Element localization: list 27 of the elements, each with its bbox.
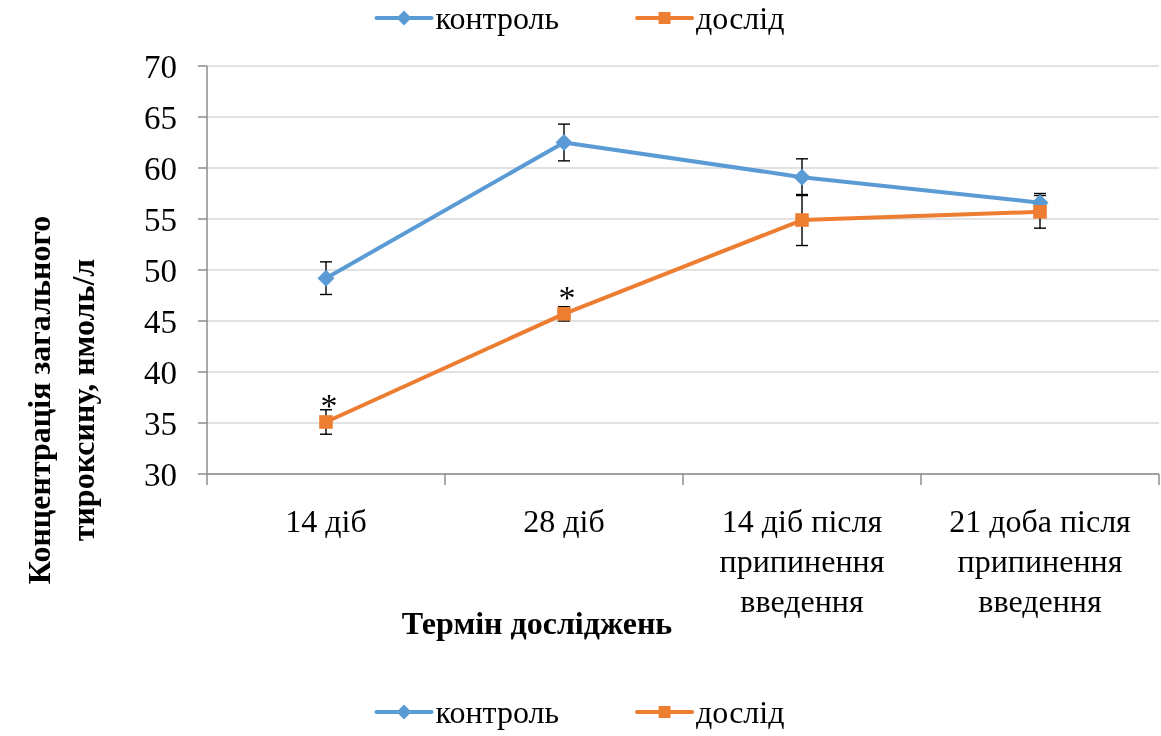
text: контроль bbox=[435, 693, 560, 730]
x-tick-label: 21 доба після припинення введення bbox=[949, 503, 1132, 619]
y-axis-title: Концентрація загального тироксину, нмоль/л bbox=[21, 215, 101, 585]
point bbox=[795, 213, 809, 227]
y-tick-label: 35 bbox=[144, 405, 177, 442]
x-axis-title: Термін досліджень bbox=[401, 605, 673, 641]
point bbox=[555, 134, 573, 151]
text: дослід bbox=[696, 693, 785, 730]
x-tick-label: 28 діб bbox=[523, 503, 605, 539]
legend-label: дослід bbox=[696, 0, 785, 36]
y-tick-label: 55 bbox=[144, 201, 177, 238]
point bbox=[793, 168, 811, 186]
y-tick-label: 60 bbox=[144, 150, 177, 187]
annotation: * bbox=[320, 386, 338, 424]
legend-label: контроль bbox=[435, 0, 560, 36]
point bbox=[319, 415, 333, 429]
y-tick-label: 50 bbox=[144, 252, 177, 289]
y-tick-label: 30 bbox=[144, 456, 177, 493]
y-tick-label: 70 bbox=[144, 48, 177, 85]
y-tick-label: 65 bbox=[144, 99, 177, 136]
point bbox=[1033, 205, 1047, 219]
point bbox=[317, 269, 335, 287]
x-tick-label: 14 діб після припинення введення bbox=[719, 503, 885, 619]
annotation: * bbox=[558, 278, 576, 316]
y-tick-label: 45 bbox=[144, 303, 177, 340]
x-tick-label: 14 діб bbox=[285, 503, 367, 539]
y-tick-label: 40 bbox=[144, 354, 177, 391]
